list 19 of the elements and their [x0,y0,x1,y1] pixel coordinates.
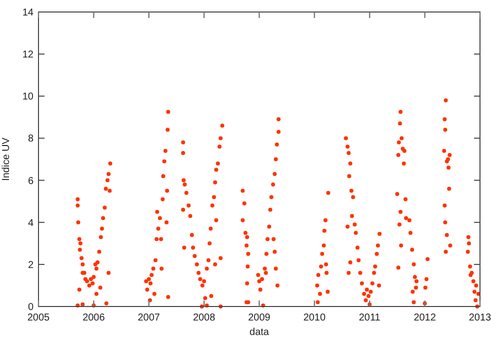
y-tick-label: 6 [28,176,34,187]
x-tick-label: 2009 [248,312,271,324]
y-tick-label: 14 [22,8,34,18]
y-tick-label: 8 [28,134,34,145]
x-tick-label: 2011 [358,312,381,324]
x-tick-label: 2005 [27,312,50,324]
x-axis-title: data [250,327,270,338]
x-tick-label: 2006 [82,312,106,324]
y-tick-label: 0 [28,302,34,313]
y-axis-title: Indice UV [1,137,12,181]
x-tick-label: 2013 [468,312,492,324]
x-tick-label: 2007 [138,312,160,324]
y-tick-label: 12 [22,50,34,61]
x-tick-label: 2012 [414,312,436,324]
x-tick-label: 2008 [192,312,216,324]
y-tick-label: 10 [22,92,34,103]
y-tick-label: 2 [28,260,34,271]
y-tick-label: 4 [28,218,34,229]
x-tick-label: 2010 [303,312,326,324]
